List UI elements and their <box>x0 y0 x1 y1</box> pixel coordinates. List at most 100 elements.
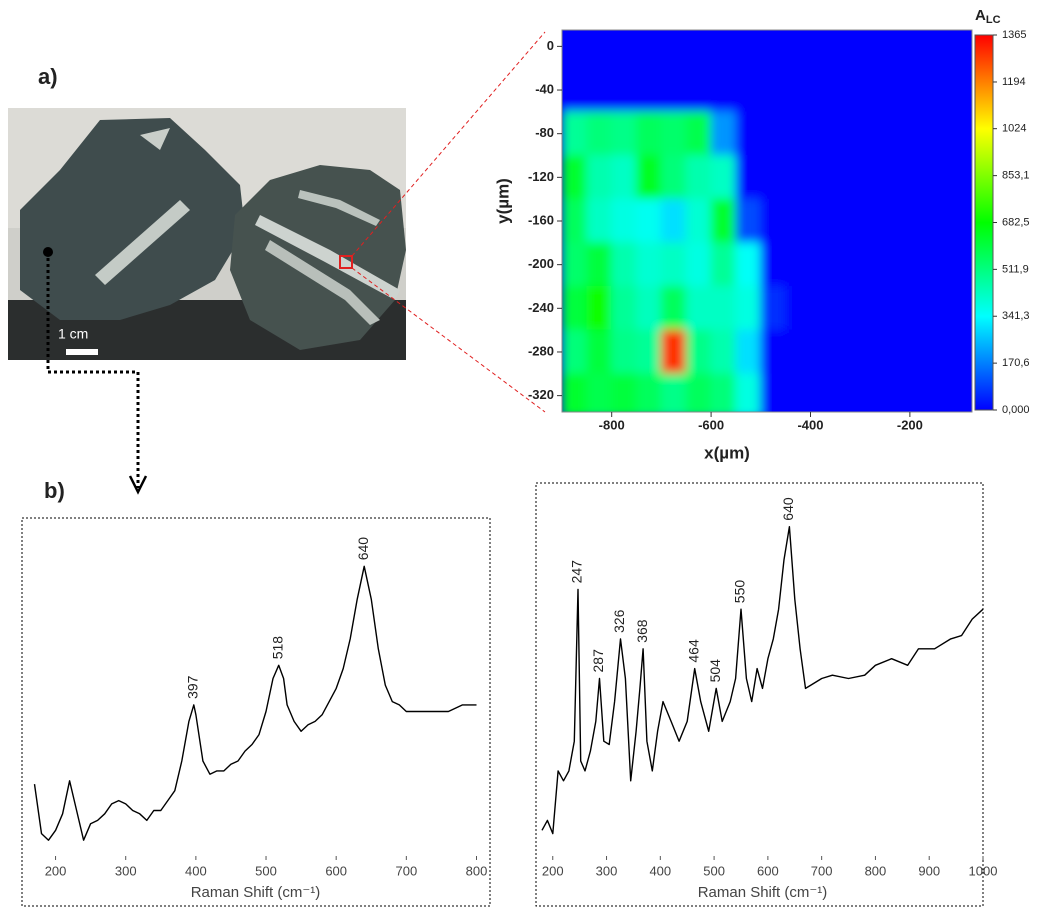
heatmap-cell <box>959 285 972 331</box>
heatmap-cell <box>959 373 972 412</box>
heatmap-cell <box>636 285 662 331</box>
heatmap-cell <box>611 30 638 69</box>
heatmap-cell <box>859 285 886 331</box>
heatmap-cell <box>611 198 638 244</box>
x-axis-label: Raman Shift (cm⁻¹) <box>191 884 321 901</box>
heatmap-cells <box>562 30 972 412</box>
heatmap-cell <box>934 30 961 69</box>
heatmap-cell <box>809 285 836 331</box>
heatmap-cell <box>685 329 712 375</box>
heatmap-cell <box>884 111 911 157</box>
heatmap-cell <box>660 285 687 331</box>
heatmap-cell <box>636 67 662 113</box>
colorbar-title-sub: LC <box>986 14 1001 26</box>
heatmap-cell <box>959 111 972 157</box>
heatmap-cell <box>611 111 638 157</box>
y-tick-label: -280 <box>528 343 554 358</box>
panel-label: b) <box>44 478 65 503</box>
heatmap-cell <box>909 30 936 69</box>
heatmap-cell <box>685 155 712 200</box>
heatmap-cell <box>760 198 787 244</box>
heatmap-cell <box>834 30 861 69</box>
heatmap-cell <box>611 67 638 113</box>
heatmap-cell <box>785 67 811 113</box>
heatmap-cell <box>859 67 886 113</box>
heatmap-cell <box>909 373 936 412</box>
heatmap-cell <box>785 198 811 244</box>
heatmap-cell <box>959 155 972 200</box>
heatmap-cell <box>710 198 737 244</box>
heatmap-cell <box>611 329 638 375</box>
heatmap-clip <box>562 30 972 412</box>
heatmap-cell <box>785 329 811 375</box>
heatmap-cell <box>735 30 762 69</box>
heatmap-cell <box>909 285 936 331</box>
heatmap-cell <box>809 329 836 375</box>
heatmap-cell <box>735 198 762 244</box>
heatmap-cell <box>884 285 911 331</box>
heatmap-cell <box>909 198 936 244</box>
heatmap-cell <box>586 329 613 375</box>
heatmap-cell <box>809 30 836 69</box>
heatmap-cell <box>785 373 811 412</box>
heatmap-cell <box>834 242 861 287</box>
heatmap-cell <box>562 242 588 287</box>
heatmap-cell <box>760 242 787 287</box>
heatmap-cell <box>636 198 662 244</box>
heatmap-cell <box>586 155 613 200</box>
heatmap-cell <box>660 373 687 412</box>
heatmap-cell <box>735 67 762 113</box>
y-tick-label: -240 <box>528 300 554 315</box>
heatmap-cell <box>735 329 762 375</box>
heatmap-cell <box>859 329 886 375</box>
peak-label: 518 <box>269 636 285 660</box>
zoom-line <box>351 31 546 257</box>
heatmap-cell <box>562 373 588 412</box>
heatmap-cell <box>562 285 588 331</box>
heatmap-cell <box>660 242 687 287</box>
heatmap-cell <box>934 198 961 244</box>
heatmap-cell <box>685 30 712 69</box>
heatmap-cell <box>735 285 762 331</box>
x-tick-label: 300 <box>115 863 137 878</box>
colorbar-title: ALC <box>975 7 1001 26</box>
peak-label: 326 <box>611 609 627 633</box>
colorbar-tick-label: 170,6 <box>1002 357 1030 369</box>
x-axis-label: Raman Shift (cm⁻¹) <box>698 884 828 901</box>
heatmap-cell <box>735 242 762 287</box>
heatmap-cell <box>884 198 911 244</box>
peak-label: 640 <box>355 537 371 561</box>
heatmap-cell <box>884 155 911 200</box>
heatmap-cell <box>562 30 588 69</box>
heatmap-cell <box>586 30 613 69</box>
heatmap-cell <box>809 67 836 113</box>
heatmap-cell <box>636 111 662 157</box>
heatmap-cell <box>660 198 687 244</box>
heatmap-cell <box>859 111 886 157</box>
heatmap-cell <box>760 373 787 412</box>
heatmap-cell <box>685 242 712 287</box>
heatmap-cell <box>562 329 588 375</box>
heatmap-cell <box>959 329 972 375</box>
heatmap-cell <box>710 67 737 113</box>
panel-frame <box>21 517 491 907</box>
heatmap-cell <box>636 329 662 375</box>
heatmap-cell <box>760 111 787 157</box>
heatmap-cell <box>859 242 886 287</box>
heatmap-cell <box>660 111 687 157</box>
heatmap-cell <box>785 242 811 287</box>
heatmap-cell <box>809 242 836 287</box>
heatmap-cell <box>735 373 762 412</box>
zoom-line <box>351 267 546 413</box>
heatmap-cell <box>685 373 712 412</box>
heatmap-cell <box>834 329 861 375</box>
heatmap-cell <box>760 30 787 69</box>
heatmap-cell <box>710 285 737 331</box>
heatmap-cell <box>809 373 836 412</box>
y-axis-label: y(µm) <box>493 178 512 224</box>
heatmap-cell <box>859 155 886 200</box>
x-tick-label: 200 <box>542 863 564 878</box>
heatmap-cell <box>660 155 687 200</box>
heatmap-cell <box>809 111 836 157</box>
heatmap-cell <box>785 155 811 200</box>
